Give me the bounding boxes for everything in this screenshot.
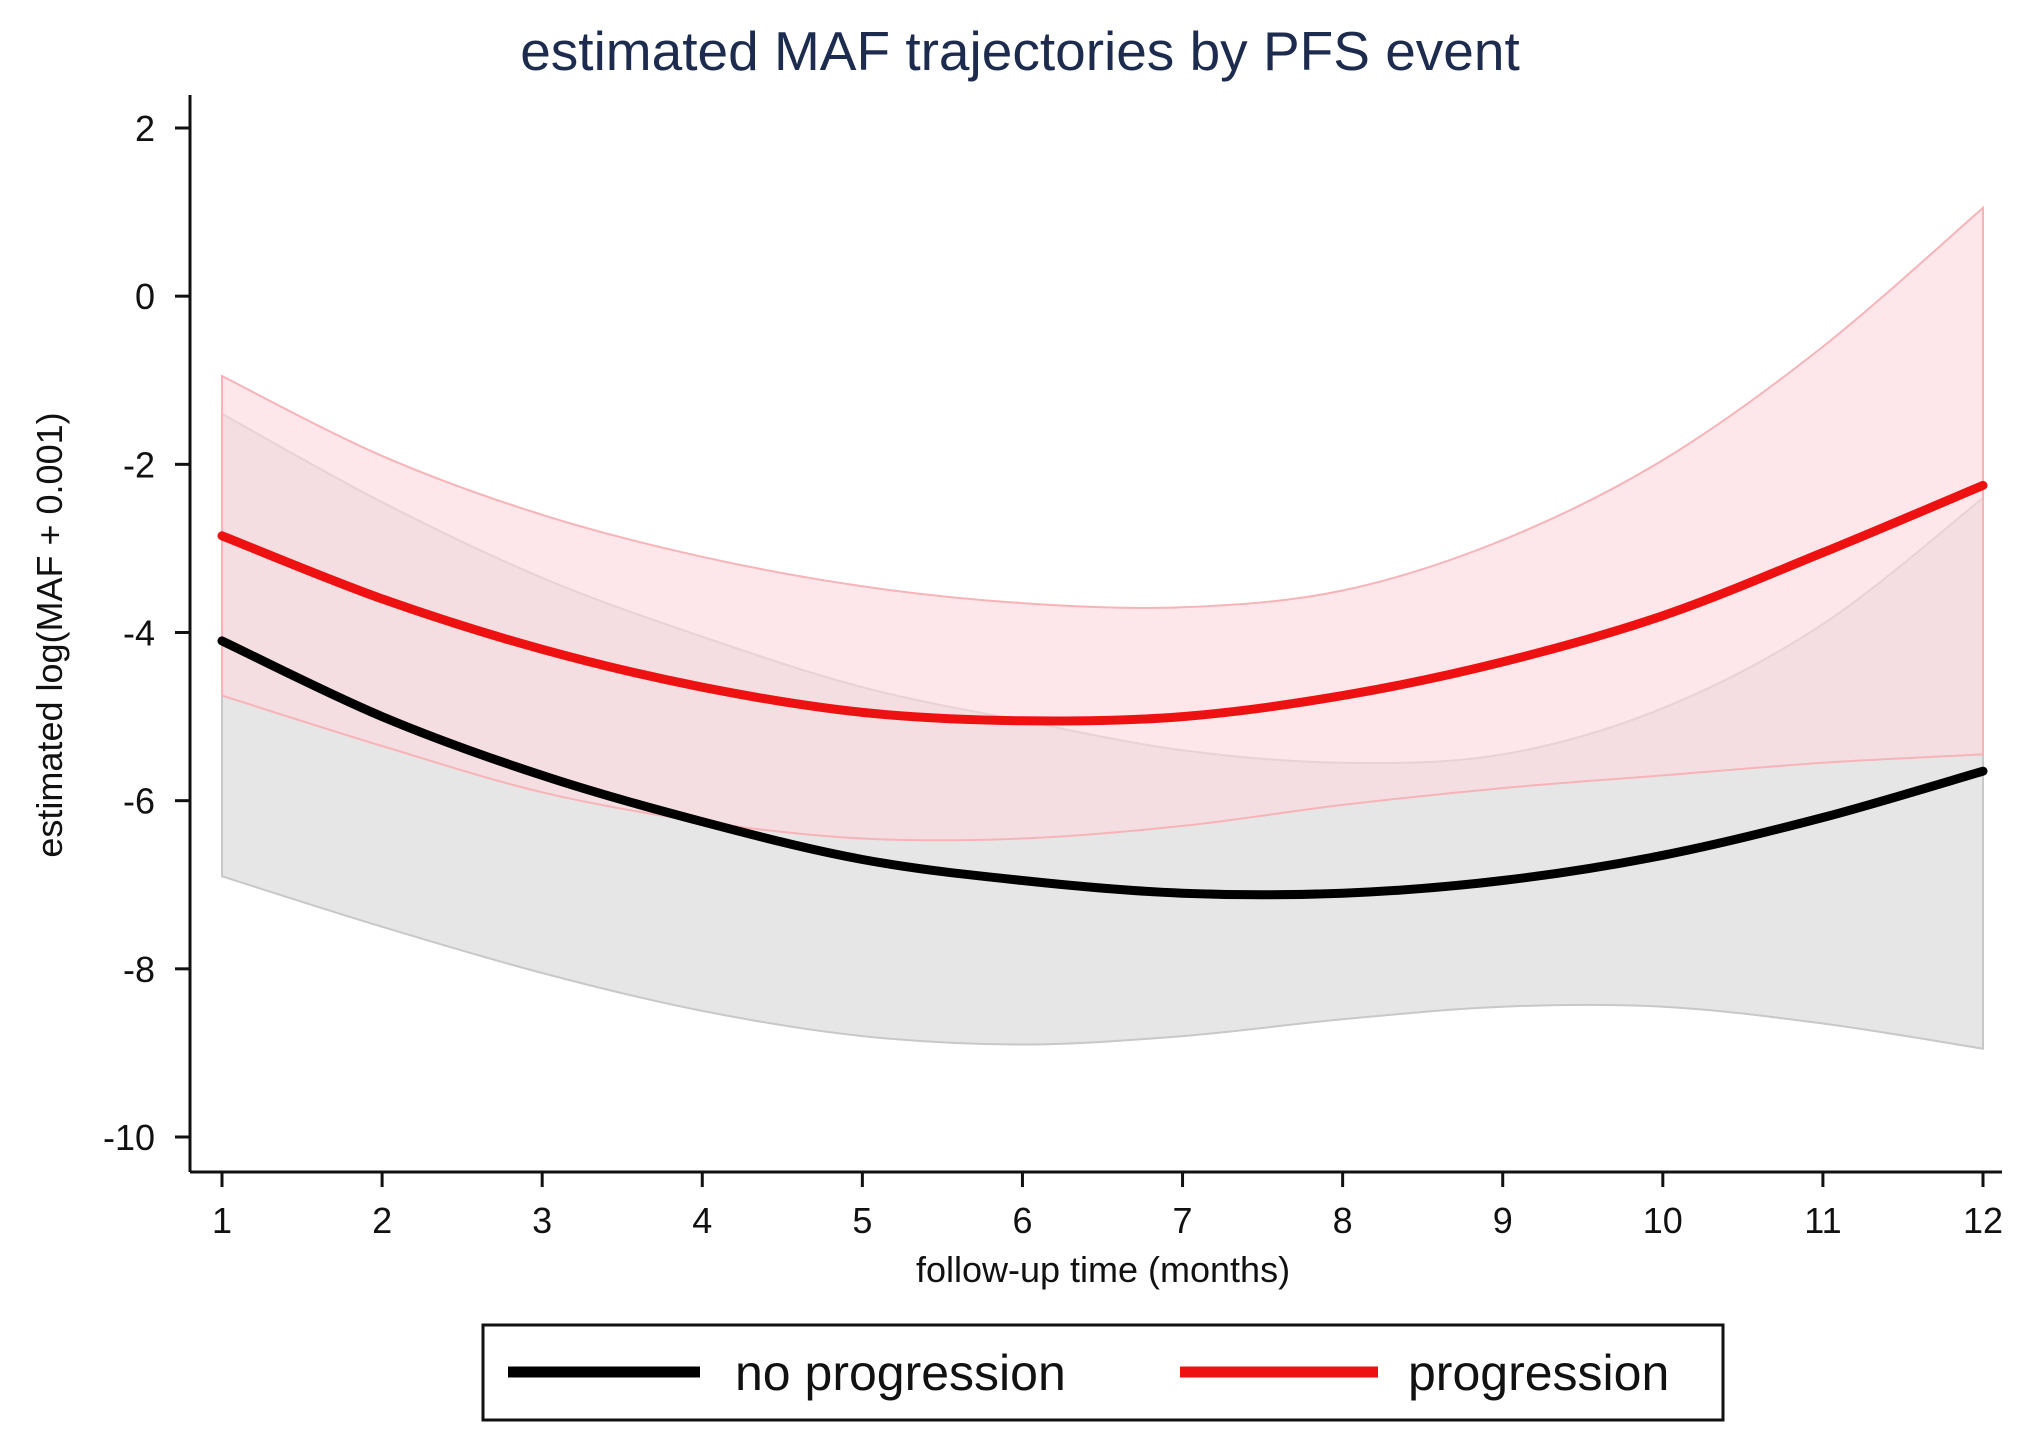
x-tick-label: 9 <box>1493 1200 1513 1241</box>
x-tick-label: 3 <box>532 1200 552 1241</box>
legend: no progression progression <box>481 1323 1725 1422</box>
legend-label-no-progression: no progression <box>735 1345 1066 1401</box>
x-tick-label: 12 <box>1963 1200 2003 1241</box>
x-tick-label: 7 <box>1173 1200 1193 1241</box>
y-tick-label: -4 <box>123 613 155 654</box>
x-tick-label: 6 <box>1012 1200 1032 1241</box>
x-tick-label: 10 <box>1643 1200 1683 1241</box>
y-tick-label: -8 <box>123 949 155 990</box>
y-tick-label: 2 <box>135 108 155 149</box>
confidence-band-progression <box>221 205 1984 842</box>
x-tick-label: 2 <box>372 1200 392 1241</box>
x-tick-label: 1 <box>212 1200 232 1241</box>
series-line-progression <box>217 480 1988 726</box>
chart-title: estimated MAF trajectories by PFS event <box>520 20 1520 82</box>
y-tick-label: 0 <box>135 276 155 317</box>
confidence-bands <box>221 205 1984 1050</box>
x-tick-label: 8 <box>1333 1200 1353 1241</box>
legend-label-progression: progression <box>1408 1345 1669 1401</box>
x-tick-label: 4 <box>692 1200 712 1241</box>
y-tick-label: -10 <box>103 1117 155 1158</box>
series-lines <box>217 480 1988 900</box>
y-ticks: 2 0 -2 -4 -6 -8 -10 <box>103 108 190 1158</box>
y-tick-label: -6 <box>123 781 155 822</box>
x-ticks: 1 2 3 4 5 6 7 8 9 10 11 12 <box>212 1172 2003 1241</box>
y-axis-label: estimated log(MAF + 0.001) <box>29 412 70 857</box>
x-tick-label: 11 <box>1804 1200 1841 1241</box>
x-tick-label: 5 <box>852 1200 872 1241</box>
series-line-no-progression <box>217 636 1988 900</box>
x-axis-label: follow-up time (months) <box>916 1249 1290 1290</box>
y-tick-label: -2 <box>123 444 155 485</box>
